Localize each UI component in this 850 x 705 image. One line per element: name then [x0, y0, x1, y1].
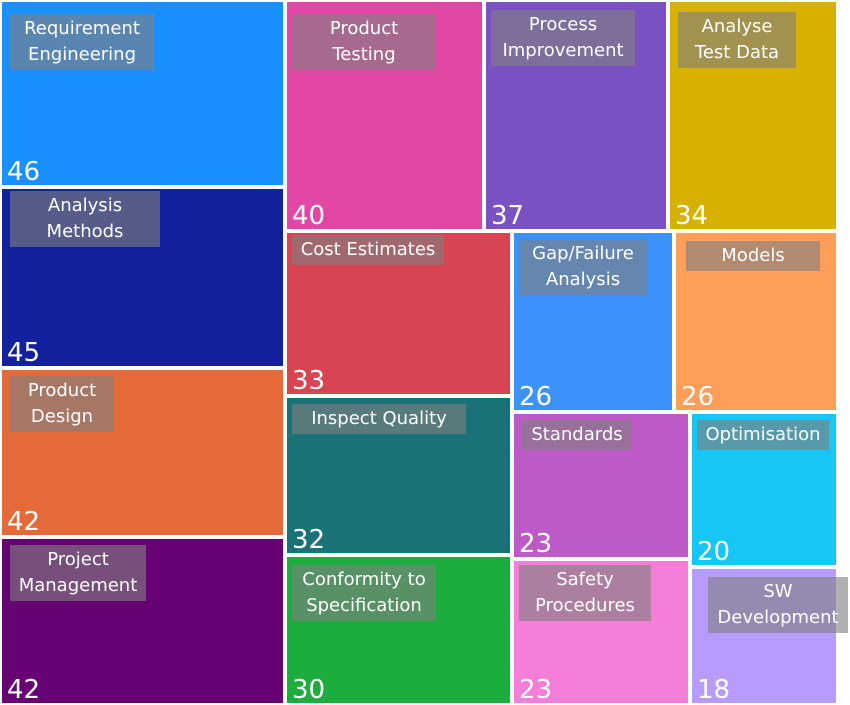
- tile-label: Process Improvement: [491, 10, 635, 66]
- tile-label: Models: [686, 241, 820, 271]
- tile-value: 33: [292, 366, 326, 396]
- tile-sw-development: SW Development 18: [690, 567, 848, 705]
- tile-product-testing: Product Testing 40: [285, 0, 484, 231]
- tile-analysis-methods: Analysis Methods 45: [0, 187, 285, 368]
- tile-value: 20: [697, 537, 731, 567]
- tile-label: Conformity to Specification: [292, 565, 436, 621]
- tile-cost-estimates: Cost Estimates 33: [285, 231, 512, 396]
- tile-safety-procedures: Safety Procedures 23: [512, 559, 690, 705]
- tile-inspect-quality: Inspect Quality 32: [285, 396, 512, 555]
- tile-value: 32: [292, 525, 326, 555]
- tile-value: 42: [7, 507, 41, 537]
- tile-value: 37: [491, 201, 525, 231]
- tile-value: 40: [292, 201, 326, 231]
- tile-project-management: Project Management 42: [0, 537, 285, 705]
- tile-label: Gap/Failure Analysis: [519, 239, 647, 295]
- tile-value: 26: [519, 382, 553, 412]
- tile-value: 45: [7, 338, 41, 368]
- tile-label: Requirement Engineering: [10, 14, 154, 70]
- tile-label: Cost Estimates: [292, 235, 444, 265]
- tile-value: 34: [675, 201, 709, 231]
- tile-requirement-engineering: Requirement Engineering 46: [0, 0, 285, 187]
- tile-label: Safety Procedures: [519, 565, 651, 621]
- tile-models: Models 26: [674, 231, 838, 412]
- tile-label: Standards: [522, 420, 632, 450]
- tile-label: Analysis Methods: [10, 191, 160, 247]
- tile-label: Product Testing: [292, 14, 436, 70]
- tile-label: Inspect Quality: [292, 404, 466, 434]
- tile-process-improvement: Process Improvement 37: [484, 0, 668, 231]
- tile-value: 23: [519, 675, 553, 705]
- tile-value: 26: [681, 382, 715, 412]
- tile-value: 18: [697, 675, 731, 705]
- tile-product-design: Product Design 42: [0, 368, 285, 537]
- tile-label: Analyse Test Data: [678, 12, 796, 68]
- tile-value: 42: [7, 675, 41, 705]
- tile-optimisation: Optimisation 20: [690, 412, 838, 567]
- tile-analyse-test-data: Analyse Test Data 34: [668, 0, 838, 231]
- tile-standards: Standards 23: [512, 412, 690, 559]
- tile-value: 23: [519, 529, 553, 559]
- tile-value: 30: [292, 675, 326, 705]
- tile-conformity-to-specification: Conformity to Specification 30: [285, 555, 512, 705]
- tile-label: Optimisation: [697, 420, 829, 450]
- tile-label: Product Design: [10, 376, 114, 432]
- tile-label: SW Development: [708, 577, 848, 633]
- tile-label: Project Management: [10, 545, 146, 601]
- tile-gap-failure-analysis: Gap/Failure Analysis 26: [512, 231, 674, 412]
- tile-value: 46: [7, 157, 41, 187]
